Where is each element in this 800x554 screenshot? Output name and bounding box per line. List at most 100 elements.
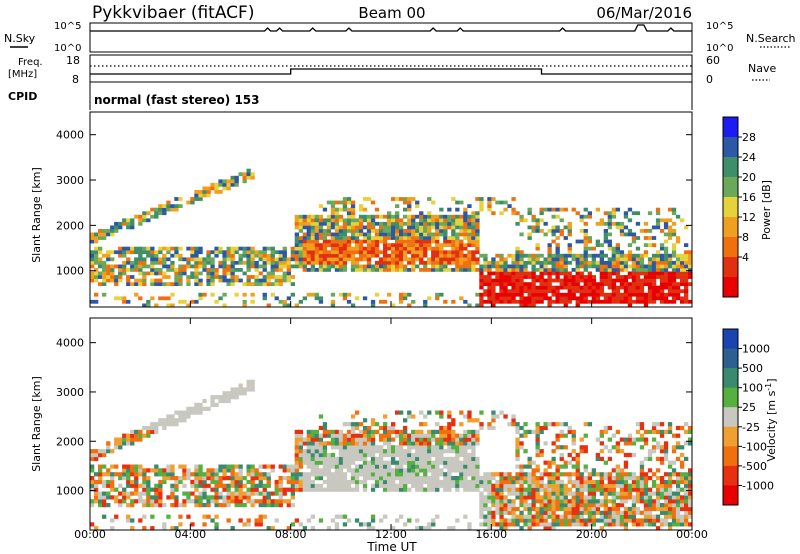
heatmap-cell xyxy=(254,487,259,492)
heatmap-cell xyxy=(535,429,540,434)
heatmap-cell xyxy=(443,464,448,469)
heatmap-cell xyxy=(182,257,187,262)
heatmap-cell xyxy=(302,296,307,301)
heatmap-cell xyxy=(134,257,139,262)
heatmap-cell xyxy=(439,257,444,262)
heatmap-cell xyxy=(507,275,512,279)
heatmap-cell xyxy=(427,464,432,469)
heatmap-cell xyxy=(495,522,500,527)
heatmap-cell xyxy=(346,452,352,458)
heatmap-cell xyxy=(130,250,135,255)
heatmap-cell xyxy=(684,422,689,427)
heatmap-cell xyxy=(118,503,123,508)
heatmap-cell xyxy=(102,264,107,269)
heatmap-cell xyxy=(555,472,560,477)
heatmap-cell xyxy=(459,257,464,262)
heatmap-cell xyxy=(186,468,191,473)
heatmap-cell xyxy=(527,456,532,461)
heatmap-cell xyxy=(543,425,548,431)
heatmap-cell xyxy=(615,243,620,247)
heatmap-cell xyxy=(667,232,673,237)
colorbar-swatch xyxy=(723,117,738,138)
heatmap-cell xyxy=(439,410,444,415)
heatmap-cell xyxy=(551,278,556,283)
heatmap-cell xyxy=(663,264,669,269)
heatmap-cell xyxy=(467,260,472,265)
heatmap-cell xyxy=(435,460,440,465)
heatmap-cell xyxy=(611,250,616,255)
heatmap-cell xyxy=(675,285,681,290)
heatmap-cell xyxy=(563,282,568,286)
heatmap-cell xyxy=(419,487,424,492)
heatmap-cell xyxy=(182,491,187,496)
heatmap-cell xyxy=(667,522,673,527)
heatmap-cell xyxy=(334,483,340,488)
heatmap-cell xyxy=(395,225,400,230)
heatmap-cell xyxy=(427,211,432,216)
heatmap-cell xyxy=(667,479,673,485)
heatmap-cell xyxy=(479,422,484,427)
heatmap-cell xyxy=(342,514,348,519)
heatmap-cell xyxy=(350,414,356,419)
heatmap-cell xyxy=(130,503,135,508)
heatmap-cell xyxy=(322,268,328,272)
heatmap-cell xyxy=(583,506,588,512)
heatmap-cell xyxy=(102,292,107,297)
heatmap-cell xyxy=(515,211,520,216)
heatmap-cell xyxy=(631,514,637,519)
heatmap-cell xyxy=(110,250,115,255)
heatmap-cell xyxy=(655,285,661,290)
heatmap-cell xyxy=(559,207,564,212)
heatmap-cell xyxy=(607,264,612,269)
heatmap-cell xyxy=(142,503,147,508)
heatmap-cell xyxy=(647,264,653,269)
heatmap-cell xyxy=(350,479,356,485)
heatmap-cell xyxy=(350,260,356,265)
heatmap-cell xyxy=(314,229,319,233)
heatmap-cell xyxy=(306,239,311,244)
heatmap-cell xyxy=(174,476,179,481)
heatmap-cell xyxy=(354,445,360,450)
heatmap-cell xyxy=(415,456,420,461)
heatmap-cell xyxy=(383,236,388,240)
heatmap-cell xyxy=(118,499,123,504)
heatmap-cell xyxy=(463,299,468,304)
heatmap-cell xyxy=(174,499,179,504)
heatmap-cell xyxy=(627,232,633,237)
heatmap-cell xyxy=(246,275,251,279)
heatmap-cell xyxy=(483,499,488,504)
heatmap-cell xyxy=(399,452,404,458)
heatmap-cell xyxy=(250,468,255,473)
heatmap-cell xyxy=(170,204,175,208)
heatmap-cell xyxy=(102,483,107,488)
heatmap-cell xyxy=(571,437,576,442)
heatmap-cell xyxy=(591,292,596,297)
heatmap-cell xyxy=(270,260,275,265)
heatmap-cell xyxy=(619,292,625,297)
heatmap-cell xyxy=(94,479,99,485)
heatmap-cell xyxy=(214,514,219,519)
heatmap-cell xyxy=(230,472,235,477)
heatmap-cell xyxy=(651,278,657,283)
heatmap-cell xyxy=(571,268,576,272)
heatmap-cell xyxy=(338,239,344,244)
heatmap-cell xyxy=(688,522,693,527)
heatmap-cell xyxy=(383,441,388,446)
heatmap-cell xyxy=(519,487,524,492)
heatmap-cell xyxy=(547,472,552,477)
heatmap-cell xyxy=(559,299,564,304)
heatmap-cell xyxy=(194,299,199,304)
heatmap-cell xyxy=(643,483,649,488)
heatmap-cell xyxy=(407,414,412,419)
heatmap-cell xyxy=(487,260,492,265)
heatmap-cell xyxy=(567,510,572,515)
heatmap-cell xyxy=(607,425,612,431)
heatmap-cell xyxy=(346,229,352,233)
heatmap-cell xyxy=(206,514,211,519)
heatmap-cell xyxy=(443,449,448,454)
heatmap-cell xyxy=(659,483,665,488)
heatmap-cell xyxy=(154,250,159,255)
heatmap-cell xyxy=(411,441,416,446)
heatmap-cell xyxy=(475,250,480,255)
heatmap-cell xyxy=(575,271,580,276)
